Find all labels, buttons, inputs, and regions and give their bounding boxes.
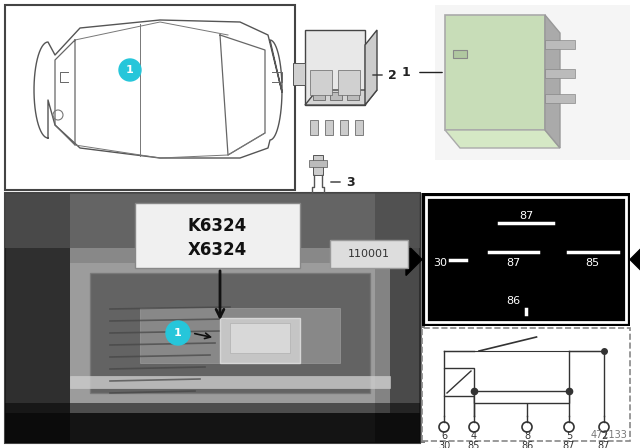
Polygon shape [406,244,422,276]
Text: 1: 1 [174,328,182,338]
Bar [310,120,318,135]
Text: 86: 86 [506,296,520,306]
Bar [5,193,70,443]
Text: 30: 30 [438,441,450,448]
Circle shape [119,59,141,81]
Text: 2: 2 [601,431,607,441]
Text: 1: 1 [401,66,410,79]
Polygon shape [545,15,560,148]
Text: 471133: 471133 [590,430,627,440]
Text: 6: 6 [441,431,447,441]
Bar [309,160,327,167]
Bar [313,92,325,100]
Bar [70,263,390,413]
Bar [5,403,420,443]
Bar [5,193,420,443]
Text: K6324: K6324 [188,217,246,235]
Bar [453,49,467,57]
Bar [435,5,630,160]
Bar [545,69,575,78]
Bar [444,368,474,396]
Bar [474,391,569,403]
Text: 110001: 110001 [348,249,390,259]
Bar [375,193,425,443]
Bar [445,15,545,130]
Bar [310,70,332,95]
Bar [5,413,420,443]
Polygon shape [365,30,377,105]
Polygon shape [305,90,377,105]
Bar [90,273,370,393]
Bar [5,193,420,248]
Bar [70,376,390,388]
Bar [422,193,630,326]
Polygon shape [630,244,640,276]
Bar [293,63,305,85]
Bar [347,92,359,100]
Text: 85: 85 [586,258,600,267]
Polygon shape [445,130,560,148]
Bar [545,94,575,103]
Text: 85: 85 [468,441,480,448]
Bar [355,120,363,135]
Bar [305,30,365,105]
Text: 1: 1 [126,65,134,75]
Bar [422,328,630,441]
Text: 86: 86 [521,441,533,448]
Bar [330,92,342,100]
Text: 4: 4 [471,431,477,441]
Text: 3: 3 [346,176,355,189]
Text: 2: 2 [388,69,397,82]
Text: 5: 5 [566,431,572,441]
Bar [230,323,290,353]
Bar [545,40,575,49]
Text: 87: 87 [519,211,533,221]
Text: 30: 30 [433,258,447,267]
Text: 87: 87 [598,441,610,448]
Bar [135,203,300,268]
Circle shape [166,321,190,345]
Bar [426,197,626,322]
Bar [325,120,333,135]
Text: X6324: X6324 [188,241,246,259]
Bar [313,155,323,175]
Bar [340,120,348,135]
Bar [5,5,295,190]
Text: 87: 87 [506,258,521,267]
Text: 87: 87 [563,441,575,448]
Bar [330,240,408,268]
Text: 8: 8 [524,431,530,441]
Bar [220,318,300,363]
Bar [338,70,360,95]
Bar [140,308,340,363]
